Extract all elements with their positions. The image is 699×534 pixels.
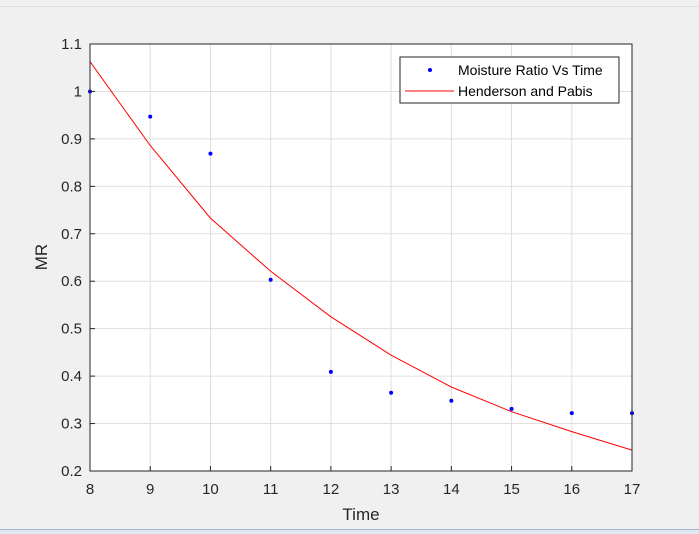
y-axis-ticks: 0.2 0.3 0.4 0.5 0.6 0.7 0.8 0.9 1 1.1 xyxy=(61,36,95,480)
x-tick-label-3: 11 xyxy=(263,481,279,498)
legend: Moisture Ratio Vs Time Henderson and Pab… xyxy=(399,56,620,104)
y-tick-label-8: 1 xyxy=(74,83,82,100)
moisture-ratio-point-7 xyxy=(509,406,514,411)
window-top-strip xyxy=(0,0,699,7)
x-tick-label-8: 16 xyxy=(563,481,580,498)
y-tick-label-7: 0.9 xyxy=(61,131,82,148)
x-tick-label-0: 8 xyxy=(86,481,94,498)
henderson-pabis-line-group xyxy=(89,61,633,451)
y-tick-label-9: 1.1 xyxy=(61,36,82,53)
legend-label-moisture-ratio: Moisture Ratio Vs Time xyxy=(458,62,603,78)
moisture-ratio-point-5 xyxy=(389,390,394,395)
y-tick-label-4: 0.6 xyxy=(61,273,82,290)
y-tick-label-2: 0.4 xyxy=(61,368,82,385)
moisture-ratio-point-3 xyxy=(268,277,273,282)
plot-area xyxy=(90,44,632,471)
y-tick-label-1: 0.3 xyxy=(61,416,82,433)
x-tick-label-4: 12 xyxy=(323,481,340,498)
henderson-pabis-line xyxy=(89,61,633,451)
window-bottom-strip xyxy=(0,529,699,534)
plot-frame xyxy=(89,43,633,472)
y-tick-label-0: 0.2 xyxy=(61,463,82,480)
x-tick-label-6: 14 xyxy=(443,481,460,498)
moisture-ratio-point-2 xyxy=(208,151,213,156)
moisture-ratio-point-4 xyxy=(328,369,333,374)
x-tick-label-7: 15 xyxy=(503,481,520,498)
moisture-ratio-point-6 xyxy=(449,398,454,403)
legend-box xyxy=(399,56,620,104)
moisture-ratio-point-1 xyxy=(148,114,153,119)
x-tick-label-1: 9 xyxy=(146,481,154,498)
y-axis-title: MR xyxy=(32,244,51,270)
legend-marker-moisture-ratio xyxy=(428,68,432,72)
y-tick-label-5: 0.7 xyxy=(61,226,82,243)
y-tick-label-3: 0.5 xyxy=(61,321,82,338)
x-axis-title: Time xyxy=(342,505,379,524)
x-tick-label-5: 13 xyxy=(383,481,400,498)
y-tick-label-6: 0.8 xyxy=(61,178,82,195)
x-tick-label-9: 17 xyxy=(624,481,641,498)
x-tick-label-2: 10 xyxy=(202,481,219,498)
legend-label-henderson-pabis: Henderson and Pabis xyxy=(458,83,593,99)
moisture-ratio-point-8 xyxy=(569,411,574,416)
x-axis-ticks: 8 9 10 11 12 13 14 15 16 17 xyxy=(86,466,641,498)
